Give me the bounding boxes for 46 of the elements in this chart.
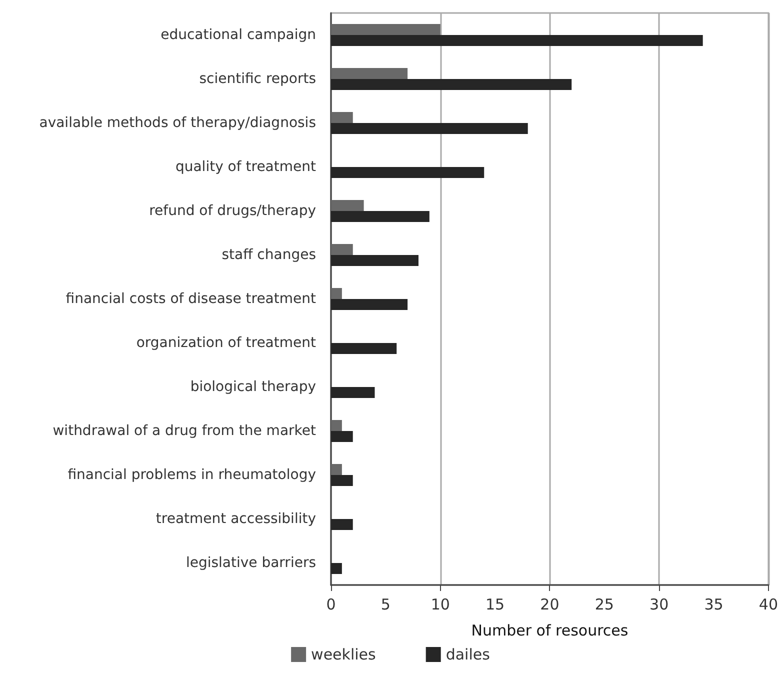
bar [331,167,484,178]
y-tick-label: withdrawal of a drug from the market [52,423,317,439]
x-tick-label: 35 [704,596,724,614]
y-tick-label: legislative barriers [186,555,316,571]
x-tick-label: 30 [650,596,669,614]
bar [331,299,408,310]
x-tick-label: 10 [430,596,450,614]
bar [331,79,572,90]
legend-label: dailes [446,646,490,664]
bar [331,431,353,442]
x-tick-label: 20 [540,596,560,614]
bar [331,387,375,398]
y-tick-label: quality of treatment [175,159,316,175]
bar [331,464,342,475]
y-tick-label: scientific reports [199,71,316,87]
bar [331,563,342,574]
bar [331,68,408,79]
y-tick-label: educational campaign [160,27,316,43]
x-tick-label: 40 [758,596,778,614]
y-tick-label: treatment accessibility [156,511,316,527]
bar [331,288,342,299]
y-tick-label: biological therapy [190,379,316,395]
x-tick-label: 25 [594,596,614,614]
bar [331,112,353,123]
bar [331,475,353,486]
bar [331,255,418,266]
x-tick-label: 15 [486,596,505,614]
bar [331,200,364,211]
bar [331,519,353,530]
y-tick-label: refund of drugs/therapy [149,203,316,219]
legend-label: weeklies [311,646,376,664]
y-tick-label: financial problems in rheumatology [68,467,316,483]
y-tick-label: financial costs of disease treatment [66,291,316,307]
y-tick-label: organization of treatment [136,335,316,351]
bar [331,211,430,222]
bar [331,24,440,35]
bar [331,123,528,134]
bar [331,420,342,431]
y-tick-label: available methods of therapy/diagnosis [39,115,316,131]
x-tick-label: 5 [380,596,390,614]
bar [331,343,397,354]
x-tick-label: 0 [326,596,336,614]
y-tick-label: staff changes [222,247,316,263]
bar [331,35,703,46]
x-axis-title: Number of resources [471,622,628,640]
bar [331,244,353,255]
